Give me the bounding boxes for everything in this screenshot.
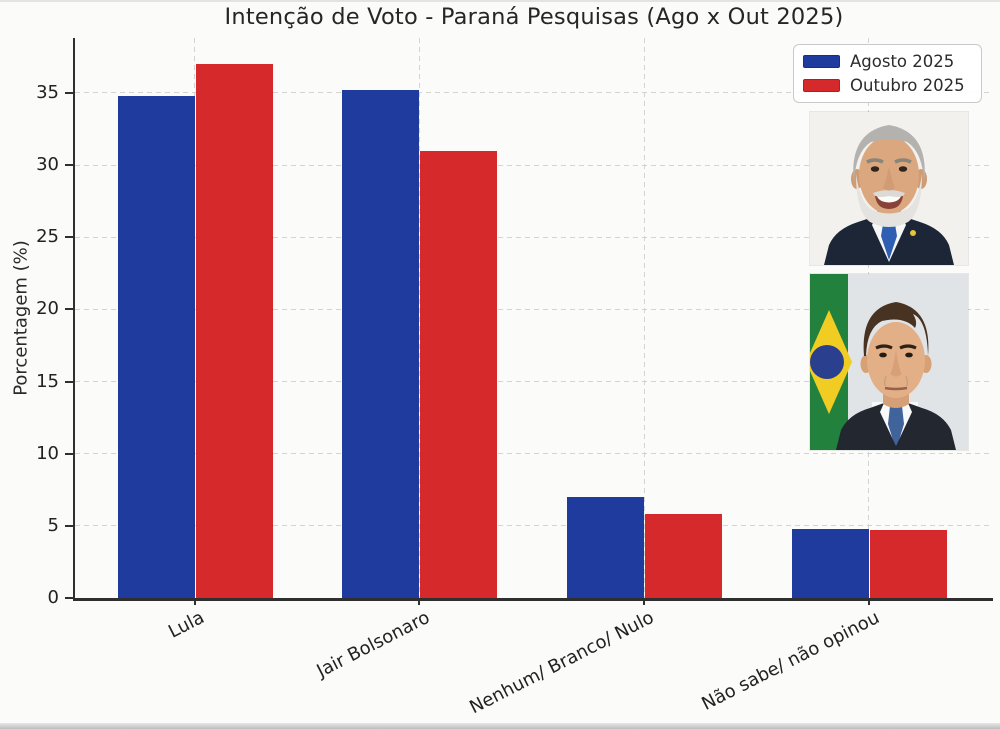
x-tick-label: Lula bbox=[165, 607, 209, 643]
legend-swatch-agosto bbox=[803, 55, 840, 68]
bar-agosto-2025-nenhum-branco-nulo bbox=[567, 496, 645, 598]
x-tick-label: Nenhum/ Branco/ Nulo bbox=[466, 607, 658, 719]
bar-outubro-2025-nenhum-branco-nulo bbox=[645, 514, 723, 598]
x-tick-mark bbox=[643, 598, 646, 605]
mustache bbox=[873, 190, 905, 197]
suit bbox=[836, 403, 956, 450]
y-tick-mark bbox=[65, 91, 73, 94]
eyebrow bbox=[894, 158, 912, 164]
x-tick-mark bbox=[193, 598, 196, 605]
gray-hair bbox=[853, 125, 925, 184]
eye bbox=[905, 352, 913, 358]
y-gridline bbox=[75, 525, 993, 527]
x-tick-label: Jair Bolsonaro bbox=[313, 607, 433, 682]
y-tick-label: 35 bbox=[36, 81, 59, 103]
x-gridline bbox=[194, 38, 195, 598]
y-tick-label: 10 bbox=[36, 442, 59, 464]
white-beard bbox=[856, 174, 922, 227]
y-tick-label: 15 bbox=[36, 370, 59, 392]
mouth bbox=[884, 386, 908, 391]
flag-pin bbox=[910, 230, 916, 236]
bar-outubro-2025-lula bbox=[195, 63, 273, 598]
legend: Agosto 2025 Outubro 2025 bbox=[793, 44, 982, 103]
bolsonaro-portrait bbox=[810, 274, 968, 450]
image-edge-bottom bbox=[0, 723, 1000, 729]
legend-label-outubro: Outubro 2025 bbox=[850, 76, 965, 95]
brazil-flag-icon bbox=[810, 274, 852, 450]
x-tick-mark bbox=[418, 598, 421, 605]
eyebrow bbox=[866, 158, 884, 164]
x-gridline bbox=[418, 38, 420, 598]
bar-agosto-2025-lula bbox=[117, 95, 195, 598]
y-tick-mark bbox=[65, 597, 73, 599]
y-tick-label: 5 bbox=[47, 514, 59, 536]
legend-item-agosto: Agosto 2025 bbox=[803, 52, 971, 71]
bar-outubro-2025-jair-bolsonaro bbox=[420, 150, 498, 598]
y-tick-mark bbox=[65, 380, 73, 383]
lula-portrait bbox=[810, 112, 968, 265]
bar-agosto-2025-jair-bolsonaro bbox=[342, 89, 420, 598]
tie bbox=[888, 406, 904, 450]
bolsonaro-portrait-image bbox=[810, 274, 968, 450]
lula-portrait-image bbox=[810, 112, 968, 265]
y-gridline bbox=[75, 164, 993, 166]
teeth bbox=[877, 195, 901, 203]
y-gridline bbox=[75, 453, 993, 455]
y-tick-mark bbox=[65, 236, 73, 239]
y-tick-label: 0 bbox=[47, 587, 59, 608]
y-tick-mark bbox=[65, 308, 73, 311]
nose bbox=[890, 350, 902, 377]
dark-hair bbox=[863, 302, 929, 356]
nose bbox=[883, 167, 895, 191]
bar-agosto-2025-nao-sabe-nao-opinou bbox=[791, 528, 869, 598]
y-tick-mark bbox=[65, 452, 73, 455]
bar-outubro-2025-nao-sabe-nao-opinou bbox=[869, 530, 947, 598]
eye bbox=[870, 166, 880, 172]
chart-title: Intenção de Voto - Paraná Pesquisas (Ago… bbox=[224, 4, 844, 30]
y-gridline bbox=[75, 381, 993, 382]
legend-label-agosto: Agosto 2025 bbox=[850, 52, 955, 71]
y-gridline bbox=[75, 308, 993, 310]
x-axis-line bbox=[73, 598, 993, 601]
y-gridline bbox=[75, 236, 993, 238]
eye bbox=[898, 166, 908, 172]
legend-item-outubro: Outubro 2025 bbox=[803, 76, 971, 95]
y-tick-mark bbox=[65, 524, 73, 527]
x-tick-mark bbox=[867, 598, 870, 605]
eyebrow bbox=[899, 344, 917, 350]
tie bbox=[881, 218, 897, 260]
image-edge-top bbox=[0, 0, 1000, 2]
eyebrow bbox=[875, 344, 893, 350]
y-axis-line bbox=[73, 38, 75, 600]
y-tick-mark bbox=[65, 164, 73, 166]
y-gridline bbox=[75, 92, 993, 94]
legend-swatch-outubro bbox=[803, 79, 840, 92]
y-tick-label: 30 bbox=[36, 154, 59, 175]
eye bbox=[879, 352, 887, 358]
x-gridline bbox=[643, 38, 645, 598]
x-tick-label: Não sabe/ não opinou bbox=[697, 607, 883, 715]
y-tick-label: 20 bbox=[36, 298, 59, 320]
suit bbox=[824, 216, 954, 265]
y-tick-label: 25 bbox=[36, 226, 59, 248]
